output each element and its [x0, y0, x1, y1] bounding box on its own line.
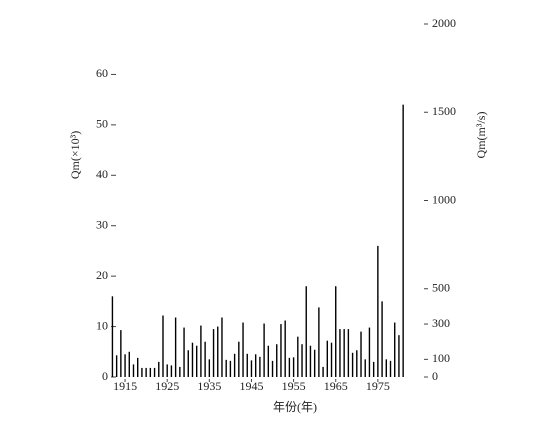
- y2-tick-label: 1000: [432, 192, 456, 206]
- y-tick-label: 30: [96, 217, 108, 231]
- x-tick-label: 1915: [113, 379, 137, 393]
- y-axis-label: Qm(×10³): [68, 131, 82, 179]
- x-tick-label: 1975: [366, 379, 390, 393]
- y-tick-label: 0: [102, 369, 108, 383]
- y2-axis-label: Qm(m³/s): [474, 112, 488, 159]
- y-tick-label: 60: [96, 66, 108, 80]
- y2-tick-label: 1500: [432, 104, 456, 118]
- y-tick-label: 20: [96, 268, 108, 282]
- y2-tick-label: 300: [432, 316, 450, 330]
- y-tick-label: 40: [96, 167, 108, 181]
- y2-tick-label: 2000: [432, 16, 456, 30]
- y2-tick-label: 500: [432, 281, 450, 295]
- y-tick-label: 10: [96, 318, 108, 332]
- y-tick-label: 50: [96, 117, 108, 131]
- x-axis-label: 年份(年): [273, 400, 317, 414]
- x-tick-label: 1955: [282, 379, 306, 393]
- y2-tick-label: 100: [432, 351, 450, 365]
- x-tick-label: 1935: [197, 379, 221, 393]
- x-tick-label: 1945: [239, 379, 263, 393]
- y2-tick-label: 0: [432, 369, 438, 383]
- x-tick-label: 1925: [155, 379, 179, 393]
- x-tick-label: 1965: [324, 379, 348, 393]
